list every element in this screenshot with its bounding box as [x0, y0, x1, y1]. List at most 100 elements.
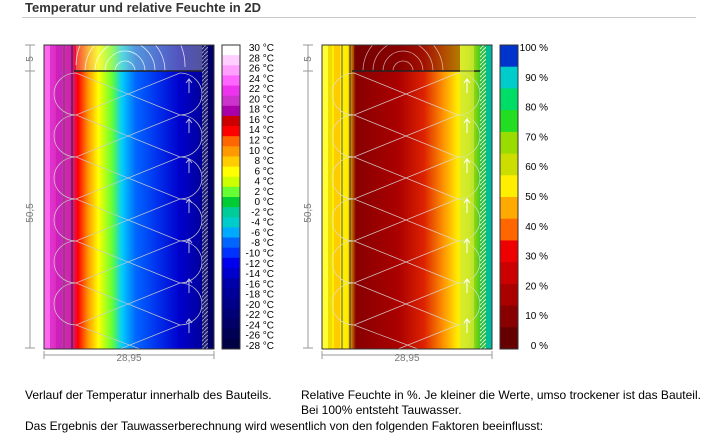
- legend-label: 0 °C: [254, 197, 274, 208]
- caption-factors: Das Ergebnis der Tauwasserberechnung wir…: [25, 419, 544, 433]
- legend-label: -2 °C: [251, 207, 274, 218]
- legend-label: 6 °C: [254, 166, 274, 177]
- legend-swatch: [222, 85, 240, 97]
- legend-swatch: [222, 257, 240, 269]
- legend-swatch: [222, 278, 240, 289]
- legend-label: 30 °C: [249, 43, 274, 54]
- legend-swatch: [222, 105, 240, 117]
- legend-swatch: [222, 65, 240, 76]
- legend-label: -8 °C: [251, 238, 274, 249]
- legend-swatch: [500, 305, 518, 328]
- legend-swatch: [222, 136, 240, 147]
- legend-swatch: [222, 166, 240, 178]
- legend-swatch: [222, 55, 240, 66]
- legend-swatch: [222, 186, 240, 198]
- legend-swatch: [500, 262, 518, 285]
- title-divider: [22, 17, 696, 18]
- legend-label: -20 °C: [246, 300, 274, 311]
- legend-label: 80 %: [525, 103, 548, 114]
- legend-label: 10 °C: [249, 146, 274, 157]
- legend-label: -12 °C: [246, 259, 274, 270]
- legend-swatch: [222, 45, 240, 56]
- legend-swatch: [500, 175, 518, 198]
- legend-swatch: [222, 156, 240, 168]
- legend-swatch: [222, 95, 240, 107]
- legend-swatch: [500, 110, 518, 133]
- legend-swatch: [222, 115, 240, 127]
- legend-swatch: [500, 240, 518, 263]
- legend-swatch: [222, 308, 240, 320]
- legend-label: 28 °C: [249, 53, 274, 64]
- legend-label: -26 °C: [246, 331, 274, 342]
- legend-label: -22 °C: [246, 310, 274, 321]
- dim-height: 50,5: [25, 203, 36, 223]
- legend-label: -4 °C: [251, 218, 274, 229]
- humidity-panel: 5 50,5 28,95 100 % 90 % 80 % 70 % 60 % 50 % 40…: [298, 43, 558, 363]
- temperature-legend: 30 °C28 °C26 °C24 °C22 °C20 °C18 °C16 °C…: [221, 43, 274, 352]
- legend-swatch: [222, 247, 240, 259]
- legend-swatch: [222, 146, 240, 157]
- section-title: Temperatur und relative Feuchte in 2D: [25, 0, 261, 15]
- legend-swatch: [222, 267, 240, 279]
- temperature-panel: 5 50,5 28,95 30 °C 28 °C 26 °: [20, 43, 280, 363]
- legend-label: 60 %: [525, 162, 548, 173]
- dim-top-small: 5: [25, 56, 36, 62]
- humidity-plot: 5 50,5 28,95 100 % 90 % 80 % 70 % 60 % 50 % 40…: [303, 43, 548, 363]
- legend-label: 24 °C: [249, 74, 274, 85]
- caption-humidity: Relative Feuchte in %. Je kleiner die We…: [301, 388, 701, 417]
- legend-label: -24 °C: [246, 320, 274, 331]
- legend-label: 4 °C: [254, 177, 274, 188]
- dim-width: 28,95: [394, 353, 419, 363]
- dim-height: 50,5: [303, 203, 314, 223]
- legend-swatch: [222, 338, 240, 350]
- legend-label: -10 °C: [246, 249, 274, 260]
- legend-label: 22 °C: [249, 84, 274, 95]
- legend-swatch: [500, 218, 518, 241]
- legend-swatch: [222, 328, 240, 340]
- legend-swatch: [500, 131, 518, 155]
- temperature-plot: 5 50,5 28,95 30 °C28 °C26 °: [25, 43, 274, 363]
- legend-label: 20 %: [525, 281, 548, 292]
- dim-top-small: 5: [303, 56, 314, 62]
- legend-label: 14 °C: [249, 125, 274, 136]
- legend-swatch: [500, 283, 518, 307]
- legend-swatch: [222, 227, 240, 239]
- legend-label: -16 °C: [246, 279, 274, 290]
- legend-label: 70 %: [525, 132, 548, 143]
- legend-swatch: [222, 207, 240, 218]
- legend-swatch: [222, 288, 240, 299]
- legend-label: -18 °C: [246, 290, 274, 301]
- legend-swatch: [222, 237, 240, 249]
- legend-label: 30 %: [525, 252, 548, 263]
- legend-label: 26 °C: [249, 64, 274, 75]
- legend-label: 18 °C: [249, 105, 274, 116]
- legend-frame: [499, 44, 519, 350]
- legend-label: 8 °C: [254, 156, 274, 167]
- legend-label: -14 °C: [246, 269, 274, 280]
- legend-label: 50 %: [525, 192, 548, 203]
- legend-label: 90 %: [525, 73, 548, 84]
- legend-label: 10 %: [525, 311, 548, 322]
- legend-swatch: [500, 327, 518, 350]
- humidity-legend: 100 % 90 % 80 % 70 % 60 % 50 % 40 % 30 % 20 % 10 …: [499, 43, 548, 352]
- legend-swatch: [500, 153, 518, 176]
- caption-temperature: Verlauf der Temperatur innerhalb des Bau…: [25, 388, 272, 402]
- legend-swatch: [222, 197, 240, 208]
- dim-width: 28,95: [116, 353, 141, 363]
- legend-label: 100 %: [520, 43, 548, 54]
- legend-label: 20 °C: [249, 94, 274, 105]
- legend-swatch: [500, 45, 518, 68]
- legend-frame: [221, 44, 241, 350]
- legend-swatch: [500, 66, 518, 89]
- legend-label: -6 °C: [251, 228, 274, 239]
- legend-swatch: [222, 298, 240, 309]
- legend-label: 0 %: [531, 341, 548, 352]
- legend-swatch: [222, 318, 240, 330]
- legend-swatch: [222, 176, 240, 188]
- legend-swatch: [222, 75, 240, 87]
- legend-label: -28 °C: [246, 341, 274, 352]
- legend-swatch: [500, 197, 518, 220]
- legend-label: 12 °C: [249, 135, 274, 146]
- legend-label: 40 %: [525, 222, 548, 233]
- legend-swatch: [500, 88, 518, 111]
